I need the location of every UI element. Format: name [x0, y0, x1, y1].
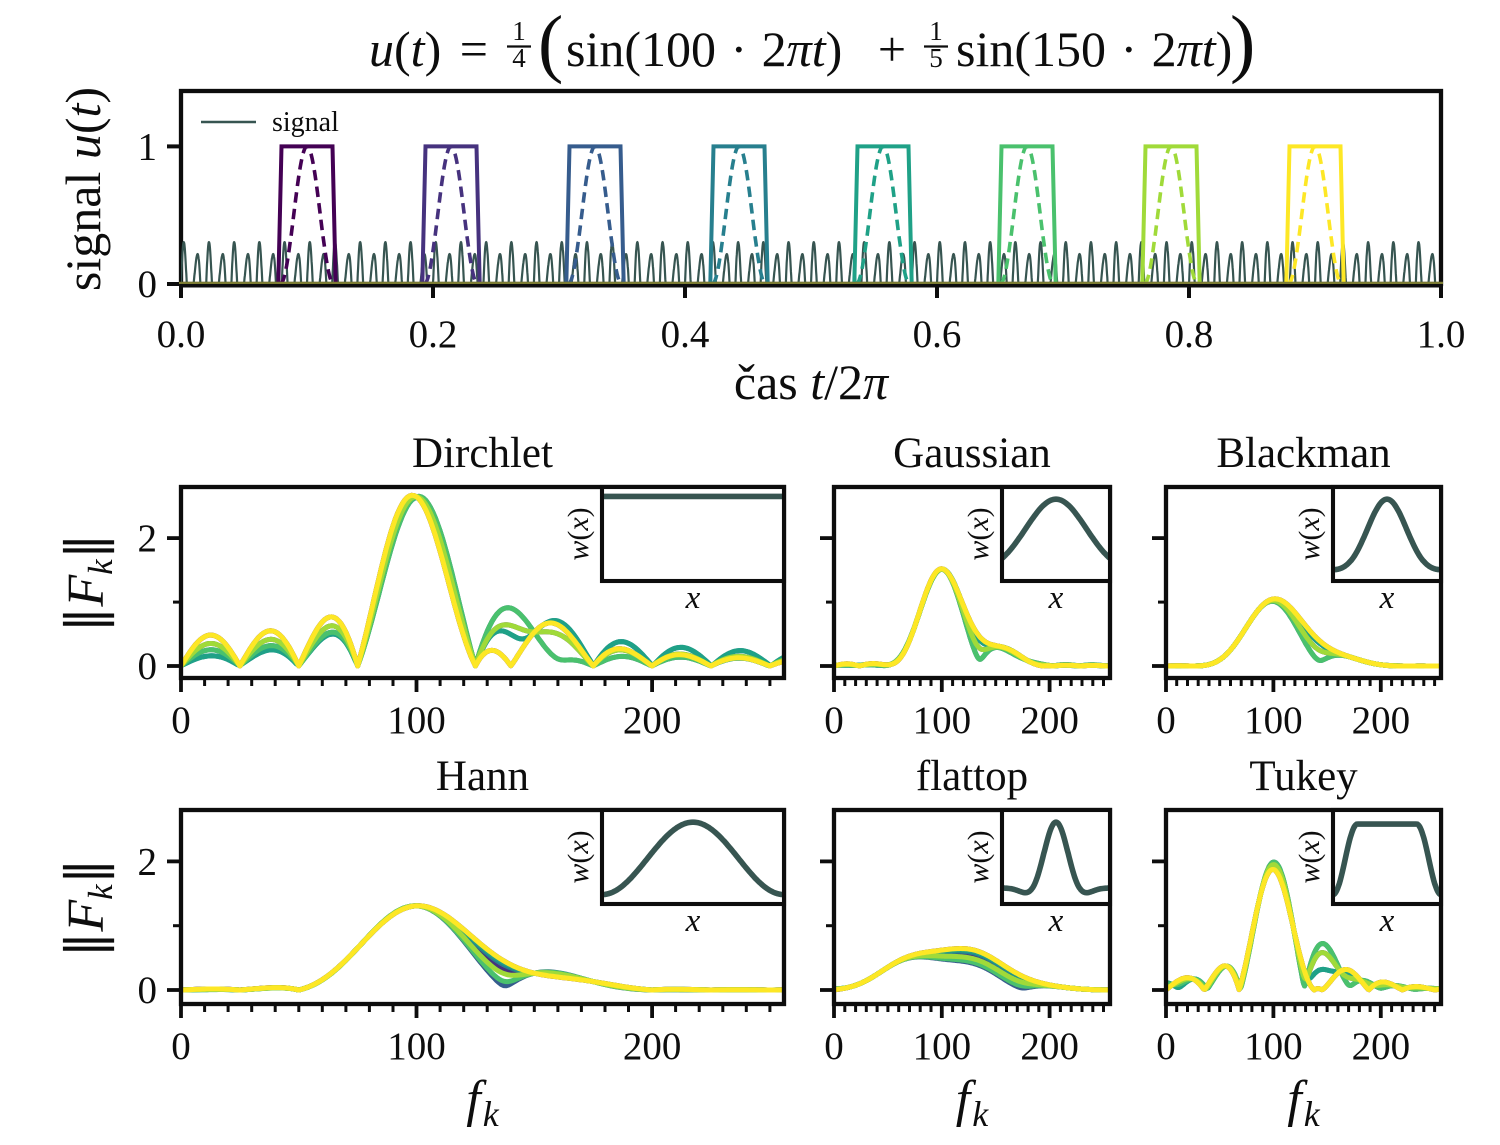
svg-text:x: x [1048, 580, 1064, 616]
svg-text:0: 0 [1156, 1025, 1176, 1068]
svg-text:5: 5 [929, 43, 943, 73]
svg-text:0: 0 [171, 1025, 191, 1068]
svg-text:200: 200 [1020, 1025, 1079, 1068]
svg-text:0.6: 0.6 [913, 313, 962, 356]
svg-text:0: 0 [138, 969, 158, 1012]
svg-text:0: 0 [171, 699, 191, 742]
svg-text:200: 200 [623, 699, 682, 742]
svg-text:100: 100 [913, 1025, 972, 1068]
svg-text:x: x [1379, 903, 1395, 939]
svg-text:Tukey: Tukey [1249, 753, 1358, 800]
svg-text:100: 100 [387, 699, 446, 742]
svg-text:0.0: 0.0 [157, 313, 206, 356]
svg-text:0.8: 0.8 [1165, 313, 1214, 356]
svg-text:w(x): w(x) [1293, 830, 1326, 883]
svg-text:): ) [1230, 1, 1255, 85]
svg-text:Gaussian: Gaussian [893, 430, 1051, 477]
svg-text:0.4: 0.4 [661, 313, 710, 356]
svg-text:čas t/2π: čas t/2π [734, 354, 890, 410]
svg-text:w(x): w(x) [562, 507, 595, 560]
svg-text:signal: signal [272, 107, 339, 138]
svg-text:x: x [1048, 903, 1064, 939]
svg-text:100: 100 [387, 1025, 446, 1068]
svg-text:100: 100 [1244, 1025, 1303, 1068]
svg-text:w(x): w(x) [562, 830, 595, 883]
svg-text:100: 100 [1244, 699, 1303, 742]
svg-text:200: 200 [1352, 699, 1411, 742]
svg-text:+: + [878, 21, 906, 77]
svg-text:4: 4 [512, 43, 526, 73]
svg-text:sin(100 · 2πt): sin(100 · 2πt) [566, 21, 842, 77]
svg-text:sin(150 · 2πt): sin(150 · 2πt) [956, 21, 1232, 77]
svg-text:200: 200 [1020, 699, 1079, 742]
svg-text:w(x): w(x) [1293, 507, 1326, 560]
svg-text:0: 0 [824, 699, 844, 742]
svg-text:Blackman: Blackman [1216, 430, 1390, 477]
svg-text:x: x [685, 903, 701, 939]
svg-text:100: 100 [913, 699, 972, 742]
svg-text:Dirchlet: Dirchlet [412, 430, 553, 477]
svg-text:1: 1 [929, 16, 943, 46]
svg-text:(: ( [538, 1, 563, 85]
svg-text:1.0: 1.0 [1417, 313, 1466, 356]
svg-text:w(x): w(x) [962, 507, 995, 560]
svg-text:w(x): w(x) [962, 830, 995, 883]
svg-text:200: 200 [623, 1025, 682, 1068]
svg-text:0: 0 [1156, 699, 1176, 742]
svg-text:0.2: 0.2 [409, 313, 458, 356]
svg-text:flattop: flattop [916, 753, 1028, 800]
svg-text:0: 0 [138, 645, 158, 688]
svg-text:200: 200 [1352, 1025, 1411, 1068]
svg-text:x: x [685, 580, 701, 616]
svg-text:1: 1 [512, 16, 526, 46]
svg-text:2: 2 [138, 840, 158, 883]
svg-text:0: 0 [824, 1025, 844, 1068]
svg-text:x: x [1379, 580, 1395, 616]
svg-text:signal u(t): signal u(t) [55, 87, 111, 291]
svg-text:2: 2 [138, 517, 158, 560]
svg-text:∥Fk∥: ∥Fk∥ [58, 533, 120, 632]
svg-text:Hann: Hann [436, 753, 529, 800]
svg-text:∥Fk∥: ∥Fk∥ [58, 858, 120, 957]
svg-text:u(t) =: u(t) = [369, 21, 488, 77]
svg-text:1: 1 [138, 125, 158, 168]
svg-text:0: 0 [138, 263, 158, 306]
